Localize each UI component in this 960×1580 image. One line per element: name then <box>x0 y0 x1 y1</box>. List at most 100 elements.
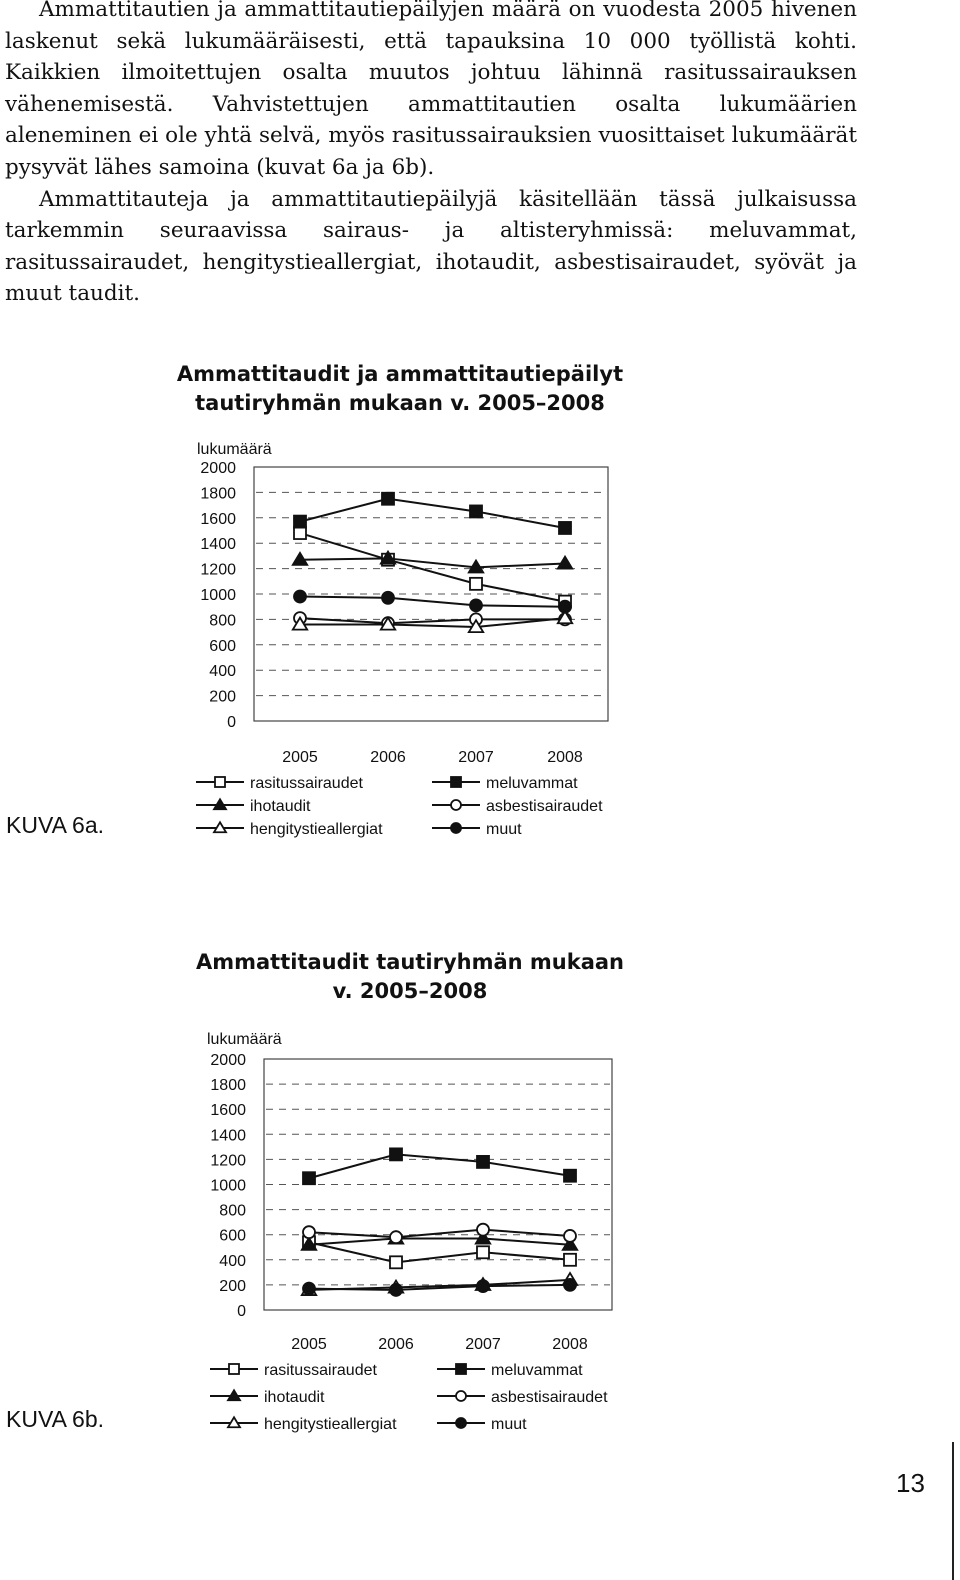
figure-b-title-line2: v. 2005–2008 <box>332 979 488 1003</box>
chart-a-legend-marker <box>450 776 462 788</box>
chart-b-ylabel: lukumäärä <box>207 1031 282 1048</box>
paragraph-2: Ammattitauteja ja ammattitautiepäilyjä k… <box>5 186 857 307</box>
chart-b-point-muut <box>476 1279 490 1294</box>
chart-a-ytick-label: 1800 <box>200 485 236 502</box>
chart-a-legend-entry: ihotaudit <box>196 797 311 815</box>
chart-a-legend-entry: asbestisairaudet <box>432 798 603 815</box>
chart-a-line-meluvammat <box>299 497 566 529</box>
chart-a-legend-marker <box>214 776 226 788</box>
chart-a-point-meluvammat <box>293 514 307 529</box>
chart-b-point-rasitussairaudet <box>389 1255 403 1270</box>
chart-a-point-hengitystieallergiat <box>379 615 397 631</box>
chart-a-point-rasitussairaudet <box>469 576 483 591</box>
chart-b-point-meluvammat <box>302 1171 316 1186</box>
chart-a-legend-label: meluvammat <box>486 775 578 792</box>
chart-b-ytick-label: 200 <box>219 1278 246 1295</box>
chart-a-legend-marker <box>212 820 228 834</box>
chart-b-point-meluvammat <box>563 1168 577 1183</box>
chart-b-point-meluvammat <box>476 1155 490 1169</box>
chart-b-point-asbestisairaudet <box>302 1225 316 1240</box>
chart-b-series-asbestisairaudet <box>302 1222 577 1245</box>
chart-a-point-hengitystieallergiat <box>556 609 574 625</box>
chart-a-ytick-label: 200 <box>209 689 236 706</box>
chart-b-line-muut <box>308 1283 571 1291</box>
chart-b-legend-entry: rasitussairaudet <box>210 1362 378 1379</box>
chart-b-xtick-label: 2007 <box>465 1336 501 1353</box>
chart-a-series-muut <box>293 589 572 614</box>
chart-b-line-ihotaudit <box>308 1237 571 1246</box>
page-edge-rule <box>952 1442 954 1580</box>
chart-a-legend-entry: hengitystieallergiat <box>196 820 383 838</box>
chart-b-legend-label: hengitystieallergiat <box>264 1416 397 1433</box>
chart-b-ytick-label: 800 <box>219 1203 246 1220</box>
chart-a-xtick-label: 2006 <box>370 749 406 766</box>
chart-b-legend-marker <box>455 1363 467 1375</box>
body-text: Ammattitautien ja ammattitautiepäilyjen … <box>5 0 857 310</box>
figure-b-title: Ammattitaudit tautiryhmän mukaan v. 2005… <box>170 948 650 1006</box>
chart-b-series-muut <box>302 1277 577 1297</box>
chart-b-point-rasitussairaudet <box>563 1252 577 1267</box>
chart-b-ytick-label: 0 <box>237 1303 246 1320</box>
chart-a-legend-label: muut <box>486 821 522 838</box>
chart-b-point-meluvammat <box>389 1147 403 1162</box>
figure-a-title-line2: tautiryhmän mukaan v. 2005–2008 <box>195 391 605 415</box>
chart-b-series-ihotaudit <box>300 1229 579 1251</box>
chart-b-point-asbestisairaudet <box>563 1229 577 1243</box>
chart-b-line-meluvammat <box>308 1153 571 1180</box>
paragraph-1: Ammattitautien ja ammattitautiepäilyjen … <box>5 0 857 180</box>
chart-b-ytick-label: 1400 <box>210 1127 246 1144</box>
chart-a-ytick-label: 800 <box>209 612 236 629</box>
chart-b-legend-label: asbestisairaudet <box>491 1389 608 1406</box>
chart-a-point-meluvammat <box>469 504 483 519</box>
chart-a-legend-label: hengitystieallergiat <box>250 821 383 838</box>
figure-b-title-line1: Ammattitaudit tautiryhmän mukaan <box>196 950 624 974</box>
chart-b-ytick-label: 1000 <box>210 1178 246 1195</box>
chart-b-xtick-label: 2005 <box>291 1336 327 1353</box>
chart-6b: lukumäärä2000180016001400120010008006004… <box>207 1031 613 1433</box>
chart-b-legend-entry: asbestisairaudet <box>437 1389 608 1406</box>
chart-b-ytick-label: 400 <box>219 1253 246 1270</box>
chart-a-line-rasitussairaudet <box>299 532 566 603</box>
chart-a-ylabel: lukumäärä <box>197 441 272 458</box>
chart-a-xtick-label: 2007 <box>458 749 494 766</box>
chart-b-point-asbestisairaudet <box>476 1222 490 1237</box>
chart-b-ytick-label: 600 <box>219 1228 246 1245</box>
chart-b-legend-label: muut <box>491 1416 527 1433</box>
chart-a-xtick-label: 2005 <box>282 749 318 766</box>
chart-b-legend-marker <box>455 1390 467 1402</box>
chart-b-ytick-label: 2000 <box>210 1052 246 1069</box>
chart-b-series-hengitystieallergiat <box>300 1271 579 1296</box>
chart-a-point-rasitussairaudet <box>293 526 307 540</box>
chart-b-point-ihotaudit <box>561 1236 579 1251</box>
chart-b-xtick-label: 2006 <box>378 1336 414 1353</box>
chart-a-point-muut <box>469 598 483 613</box>
figure-a-label: KUVA 6a. <box>6 812 105 838</box>
chart-a-point-hengitystieallergiat <box>467 618 485 634</box>
chart-a-ytick-label: 1600 <box>200 511 236 528</box>
chart-a-series-hengitystieallergiat <box>291 609 574 634</box>
chart-a-xtick-label: 2008 <box>547 749 583 766</box>
chart-b-series-meluvammat <box>302 1147 577 1186</box>
chart-b-point-muut <box>563 1277 577 1292</box>
chart-b-legend-label: ihotaudit <box>264 1389 325 1406</box>
chart-a-legend-entry: rasitussairaudet <box>196 775 364 792</box>
figure-a-title-line1: Ammattitaudit ja ammattitautiepäilyt <box>176 362 624 386</box>
chart-a-line-asbestisairaudet <box>299 617 565 625</box>
chart-a-legend-entry: muut <box>432 821 522 838</box>
chart-a-ytick-label: 400 <box>209 663 236 680</box>
chart-b-legend-marker <box>455 1417 467 1429</box>
chart-b-legend-marker <box>226 1415 242 1429</box>
chart-a-legend-label: rasitussairaudet <box>250 775 364 792</box>
chart-b-point-rasitussairaudet <box>476 1245 490 1260</box>
chart-a-plot-area <box>253 466 609 722</box>
chart-b-legend-entry: hengitystieallergiat <box>210 1415 397 1433</box>
chart-a-legend-entry: meluvammat <box>432 775 578 792</box>
chart-a-legend-label: asbestisairaudet <box>486 798 603 815</box>
chart-a-line-hengitystieallergiat <box>300 617 566 629</box>
chart-a-legend-marker <box>450 799 462 811</box>
chart-b-series-rasitussairaudet <box>302 1235 577 1270</box>
page-number: 13 <box>896 1468 925 1498</box>
chart-a-point-muut <box>293 589 307 604</box>
chart-a-ytick-label: 1000 <box>200 587 236 604</box>
chart-a-ytick-label: 0 <box>227 714 236 731</box>
